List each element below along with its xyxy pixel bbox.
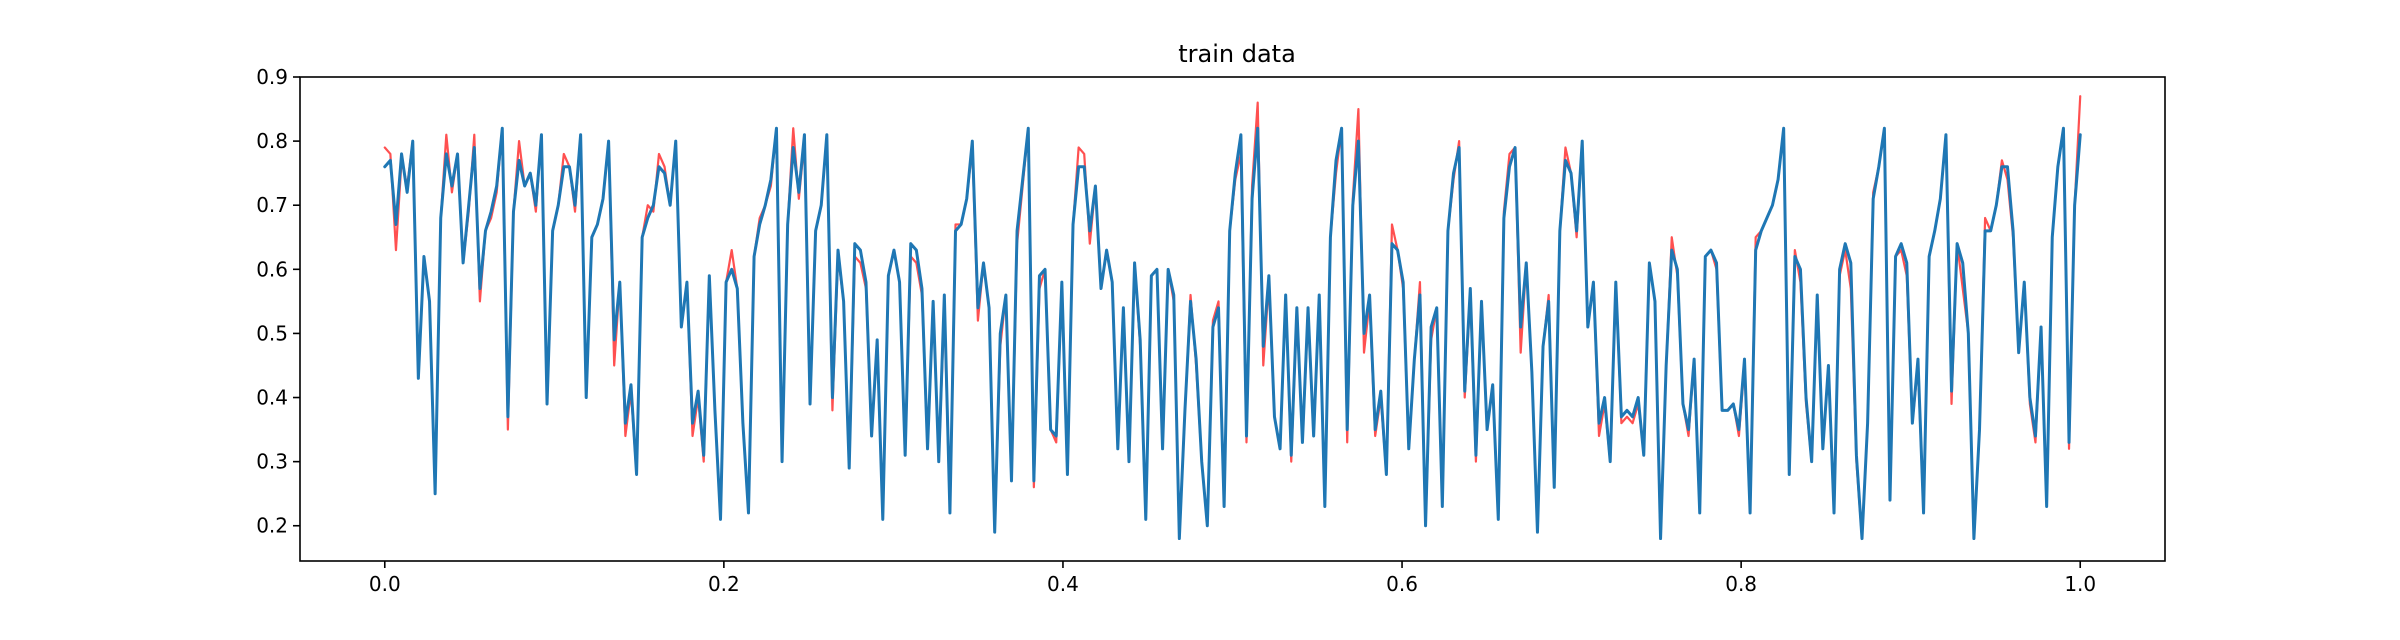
y-tick-label: 0.3 bbox=[256, 450, 288, 474]
axes-layer: 0.0 0.2 0.4 0.6 0.8 1.0 0.2 0.3 0.4 0.5 0.6 0.7 0.8 0… bbox=[256, 65, 2166, 596]
x-tick-label: 0.6 bbox=[1386, 572, 1418, 596]
x-tick-label: 0.2 bbox=[708, 572, 740, 596]
plot-frame bbox=[299, 76, 2166, 562]
y-tick-label: 0.4 bbox=[256, 386, 288, 410]
y-tick-label: 0.2 bbox=[256, 514, 288, 538]
y-tick-label: 0.6 bbox=[256, 257, 288, 281]
x-tick-label: 0.4 bbox=[1047, 572, 1079, 596]
x-tick-label: 0.8 bbox=[1725, 572, 1757, 596]
chart-title: train data bbox=[1178, 40, 1296, 68]
y-tick-label: 0.7 bbox=[256, 193, 288, 217]
x-tick-label: 1.0 bbox=[2064, 572, 2096, 596]
series-layer bbox=[383, 95, 2082, 541]
y-tick-label: 0.9 bbox=[256, 65, 288, 89]
y-tick-label: 0.8 bbox=[256, 129, 288, 153]
series-line-2 bbox=[383, 126, 2082, 541]
x-tick-label: 0.0 bbox=[369, 572, 401, 596]
y-tick-label: 0.5 bbox=[256, 321, 288, 345]
